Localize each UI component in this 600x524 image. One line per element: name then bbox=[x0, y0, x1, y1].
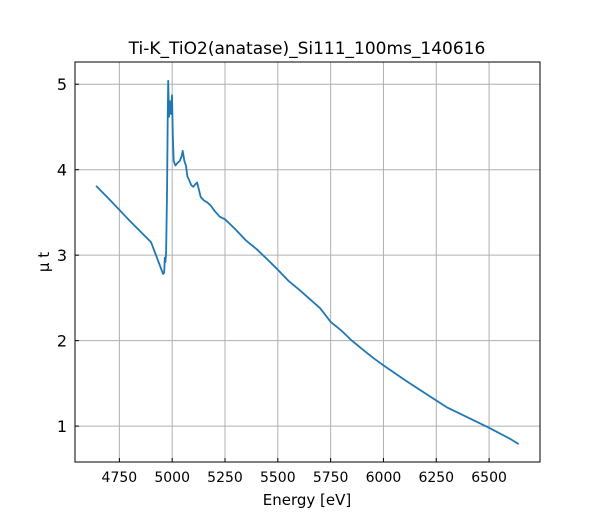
plot-frame bbox=[74, 61, 541, 463]
y-tick-label: 3 bbox=[57, 246, 67, 265]
y-tick-label: 5 bbox=[57, 75, 67, 94]
x-tick-label: 5250 bbox=[207, 470, 243, 486]
series-line-mu-t bbox=[95, 79, 520, 445]
ticks: 4750 5000 5250 5500 5750 6000 6250 6500 1 2 3 4 5 bbox=[57, 75, 507, 486]
x-tick-label: 4750 bbox=[102, 470, 138, 486]
chart-title: Ti-K_TiO2(anatase)_Si111_100ms_140616 bbox=[128, 39, 486, 59]
y-tick-label: 1 bbox=[57, 417, 67, 436]
x-tick-label: 6000 bbox=[366, 470, 402, 486]
y-tick-label: 2 bbox=[57, 332, 67, 351]
x-tick-label: 6500 bbox=[471, 470, 507, 486]
x-tick-label: 5500 bbox=[260, 470, 296, 486]
y-axis-label: μ t bbox=[35, 252, 53, 272]
x-axis-label: Energy [eV] bbox=[263, 491, 351, 509]
x-tick-label: 5000 bbox=[154, 470, 190, 486]
x-tick-label: 6250 bbox=[418, 470, 454, 486]
x-tick-label: 5750 bbox=[313, 470, 349, 486]
y-tick-label: 4 bbox=[57, 161, 67, 180]
grid bbox=[75, 62, 540, 462]
